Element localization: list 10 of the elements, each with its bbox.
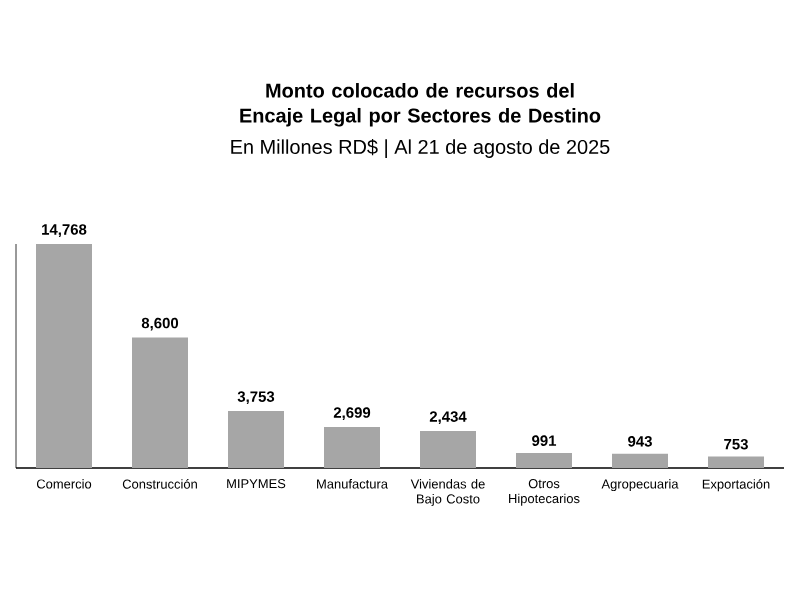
chart-title: Monto colocado de recursos del Encaje Legal por Sectores de Destino	[240, 83, 601, 127]
bar	[228, 411, 284, 468]
bar	[420, 431, 476, 468]
bar	[516, 452, 572, 468]
bar	[324, 427, 380, 468]
bar	[132, 337, 188, 468]
bar	[708, 456, 765, 468]
bar	[612, 453, 668, 468]
bar	[36, 244, 92, 468]
chart-subtitle: En Millones RD$ | Al 21 de agosto de 2025	[231, 139, 610, 158]
